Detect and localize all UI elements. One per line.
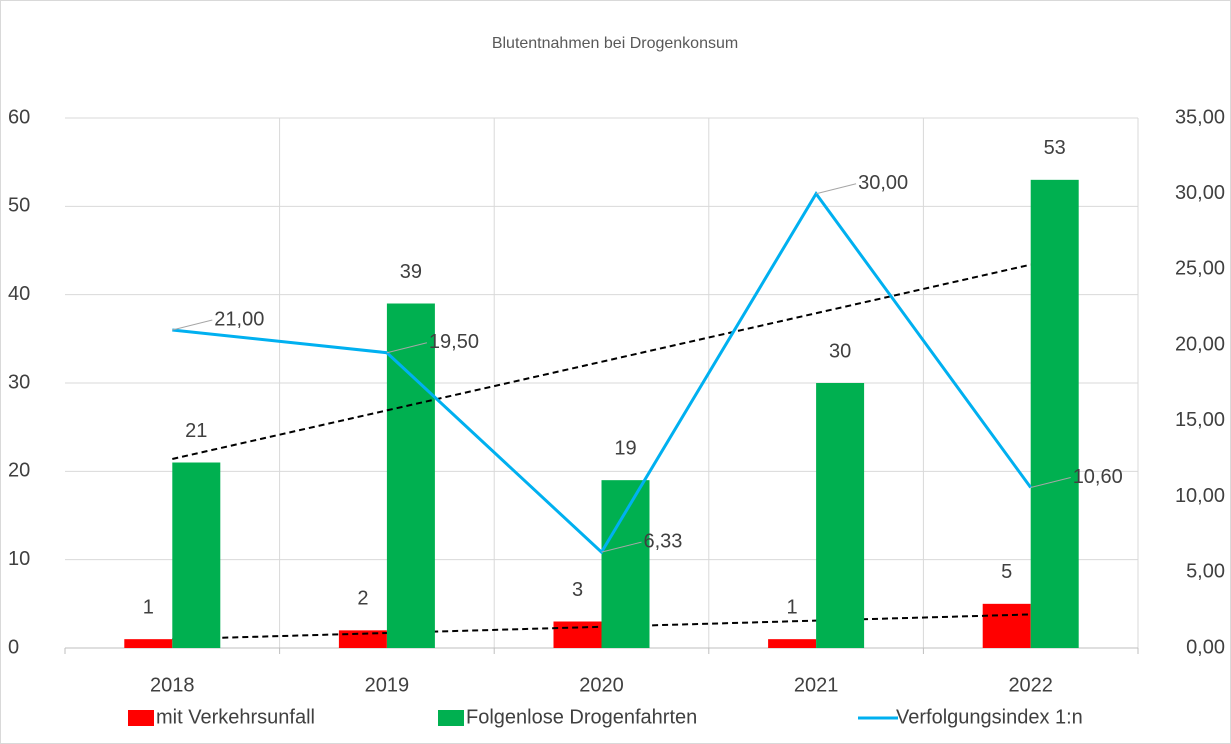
legend-label: Folgenlose Drogenfahrten (466, 706, 697, 728)
bar (768, 639, 817, 648)
bar-label: 53 (1044, 137, 1066, 159)
chart-title: Blutentnahmen bei Drogenkonsum (492, 35, 738, 52)
line-label: 10,60 (1073, 466, 1123, 488)
x-tick-label: 2018 (150, 674, 195, 696)
bar-label: 3 (572, 579, 583, 601)
bar (816, 383, 865, 648)
bar-label: 30 (829, 340, 851, 362)
bar (1030, 179, 1079, 649)
y-tick-label: 60 (8, 106, 30, 128)
bar (124, 639, 173, 648)
y-tick-label: 20 (8, 460, 30, 482)
legend-swatch (438, 710, 464, 726)
x-tick-label: 2021 (794, 674, 839, 696)
legend-label: mit Verkehrsunfall (156, 706, 315, 728)
x-tick-label: 2022 (1008, 674, 1053, 696)
bar (172, 462, 221, 648)
y2-tick-label: 0,00 (1186, 636, 1225, 658)
y-tick-label: 10 (8, 548, 30, 570)
bar (601, 480, 650, 648)
y-tick-label: 0 (8, 636, 19, 658)
line (172, 191, 1032, 555)
y2-tick-label: 20,00 (1175, 333, 1225, 355)
bar-label: 1 (143, 596, 154, 618)
y2-tick-label: 10,00 (1175, 485, 1225, 507)
bar (982, 603, 1031, 648)
bar-label: 5 (1001, 561, 1012, 583)
bar-label: 39 (400, 261, 422, 283)
leader-line (815, 183, 857, 195)
bar-label: 21 (185, 420, 207, 442)
trendline (172, 613, 1031, 641)
bar-label: 2 (357, 588, 368, 610)
bar-label: 19 (614, 437, 636, 459)
x-tick-label: 2019 (365, 674, 410, 696)
y2-tick-label: 15,00 (1175, 409, 1225, 431)
legend-swatch (128, 710, 154, 726)
leader-line (601, 541, 642, 553)
y2-tick-label: 5,00 (1186, 561, 1225, 583)
line-label: 6,33 (644, 530, 683, 552)
bar (386, 303, 435, 648)
bar (553, 621, 602, 648)
line-label: 19,50 (429, 331, 479, 353)
y2-tick-label: 25,00 (1175, 258, 1225, 280)
legend-label: Verfolgungsindex 1:n (896, 706, 1083, 728)
line-label: 21,00 (214, 308, 264, 330)
leader-line (172, 319, 213, 331)
y-tick-label: 30 (8, 371, 30, 393)
bar (338, 630, 387, 648)
x-tick-label: 2020 (579, 674, 624, 696)
leader-line (386, 342, 428, 354)
bar-label: 1 (787, 596, 798, 618)
y-tick-label: 40 (8, 283, 30, 305)
leader-line (1030, 477, 1071, 488)
line-label: 30,00 (858, 172, 908, 194)
trendline (172, 263, 1031, 460)
y2-tick-label: 35,00 (1175, 106, 1225, 128)
y2-tick-label: 30,00 (1175, 182, 1225, 204)
y-tick-label: 50 (8, 195, 30, 217)
